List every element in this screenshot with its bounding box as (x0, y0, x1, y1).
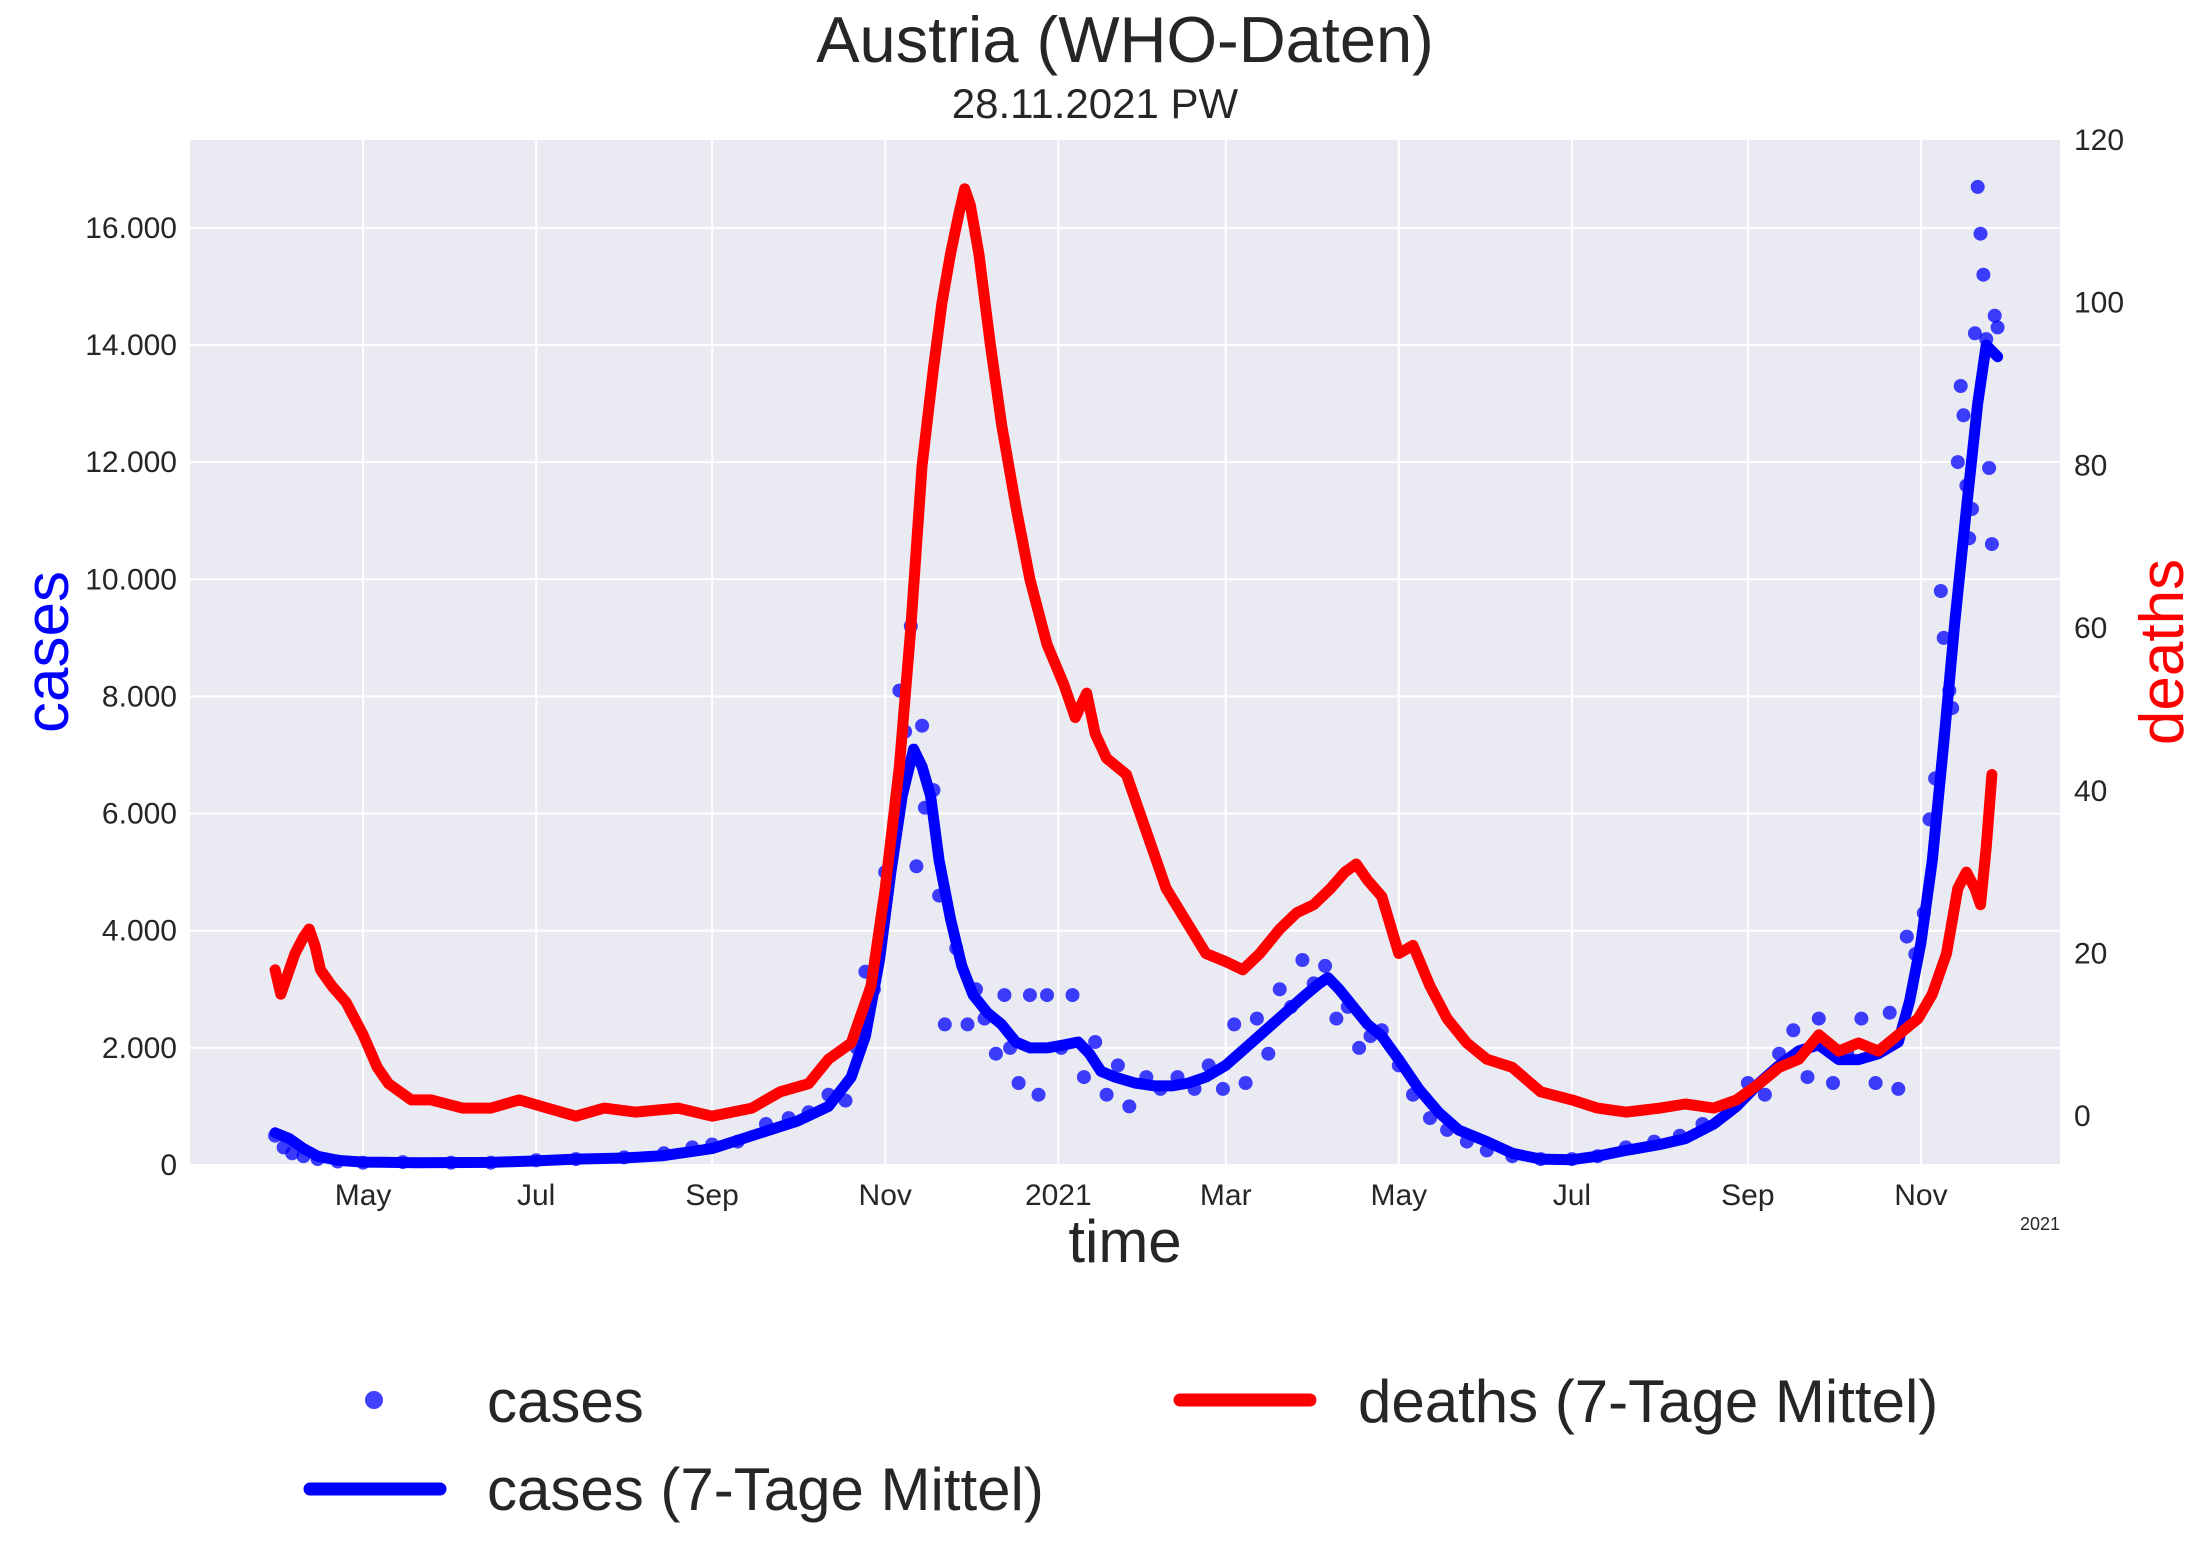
x-tick-label: Nov (1894, 1179, 1947, 1212)
y2-tick-label: 0 (2074, 1100, 2091, 1133)
cases-point (1022, 988, 1037, 1003)
cases-point (988, 1046, 1003, 1061)
cases-point (1990, 320, 2005, 335)
cases-point (1318, 958, 1333, 973)
y2-tick-label: 40 (2074, 775, 2107, 808)
cases-point (1953, 379, 1968, 393)
cases-point (1973, 226, 1988, 241)
x-tick-label: 2021 (1025, 1179, 1092, 1212)
cases-point (1238, 1076, 1253, 1090)
deaths-avg-line (269, 183, 1998, 1122)
cases-point (1352, 1040, 1367, 1055)
cases-point (937, 1017, 952, 1032)
legend: cases cases (7-Tage Mittel) deaths (7-Ta… (303, 1368, 1938, 1523)
y2-axis-label: deaths (2128, 559, 2197, 745)
cases-point (1987, 308, 2002, 323)
y-tick-label: 2.000 (102, 1032, 177, 1065)
cases-point (997, 988, 1012, 1003)
y-tick-label: 14.000 (85, 329, 177, 362)
cases-point (1110, 1058, 1125, 1073)
cases-point (1031, 1087, 1046, 1102)
cases-point (1295, 953, 1310, 967)
cases-point (1040, 988, 1054, 1003)
cases-point (1011, 1076, 1026, 1090)
cases-point (1122, 1099, 1137, 1114)
plot-area-background (190, 140, 2060, 1165)
cases-point (1811, 1011, 1826, 1026)
x-tick-label: May (1370, 1179, 1427, 1212)
cases-point (1967, 326, 1982, 341)
legend-cases-label: cases (487, 1368, 644, 1435)
cases-point (1076, 1070, 1091, 1085)
y-tick-label: 8.000 (102, 680, 177, 713)
x-tick-label: Nov (859, 1179, 912, 1212)
x-tick-label: Sep (685, 1179, 738, 1212)
cases-point (1215, 1081, 1230, 1096)
cases-point (1956, 408, 1971, 423)
y-axis-label: cases (13, 571, 82, 733)
y-tick-label: 6.000 (102, 798, 177, 831)
x-tick-label: Jul (1553, 1179, 1591, 1212)
cases-point (1868, 1076, 1883, 1090)
cases-point (1950, 455, 1965, 470)
y2-tick-label: 60 (2074, 612, 2107, 645)
cases-point (1227, 1017, 1242, 1032)
cases-point (1249, 1011, 1264, 1026)
x-tick-label: Sep (1721, 1179, 1774, 1212)
legend-cases-marker (365, 1391, 383, 1409)
x-tick-label: Jul (517, 1179, 555, 1212)
cases-point (1329, 1011, 1344, 1026)
cases-point (1800, 1070, 1815, 1085)
series-layer (268, 179, 2005, 1170)
legend-cases-avg-label: cases (7-Tage Mittel) (487, 1456, 1044, 1523)
cases-point (1976, 267, 1991, 282)
cases-point (1984, 537, 1999, 552)
cases-point (1065, 988, 1080, 1003)
cases-point (1757, 1087, 1772, 1102)
x-axis-label: time (1068, 1208, 1181, 1275)
x-axis-offset-label: 2021 (2020, 1214, 2060, 1234)
y2-tick-label: 120 (2074, 124, 2124, 157)
y-tick-label: 10.000 (85, 563, 177, 596)
cases-point (1982, 461, 1997, 475)
cases-point (1272, 982, 1287, 997)
axis-labels: May Jul Sep Nov 2021 Mar May Jul Sep Nov 0 2.000 4.0… (85, 124, 2124, 1212)
y-tick-label: 0 (160, 1149, 177, 1182)
y2-tick-label: 100 (2074, 287, 2124, 320)
cases-point (1261, 1046, 1276, 1061)
cases-point (1899, 929, 1914, 944)
y-tick-label: 4.000 (102, 915, 177, 948)
x-tick-label: May (335, 1179, 392, 1212)
cases-point (1882, 1005, 1897, 1020)
y-tick-label: 16.000 (85, 212, 177, 245)
chart-subtitle: 28.11.2021 PW (952, 80, 1239, 127)
cases-point (960, 1017, 975, 1032)
cases-point (1826, 1076, 1840, 1090)
x-tick-label: Mar (1200, 1179, 1252, 1212)
legend-deaths-avg-label: deaths (7-Tage Mittel) (1358, 1368, 1938, 1435)
chart-title: Austria (WHO-Daten) (816, 3, 1434, 76)
cases-point (909, 859, 924, 874)
cases-point (1088, 1035, 1103, 1049)
cases-point (915, 718, 930, 733)
cases-point (1936, 630, 1951, 645)
cases-point (1970, 179, 1985, 194)
y2-tick-label: 80 (2074, 449, 2107, 482)
cases-point (1786, 1023, 1801, 1038)
y2-tick-label: 20 (2074, 937, 2107, 970)
y-tick-label: 12.000 (85, 446, 177, 479)
cases-point (1099, 1087, 1114, 1102)
cases-point (1854, 1011, 1869, 1026)
cases-point (1933, 584, 1948, 598)
cases-point (1891, 1081, 1906, 1096)
